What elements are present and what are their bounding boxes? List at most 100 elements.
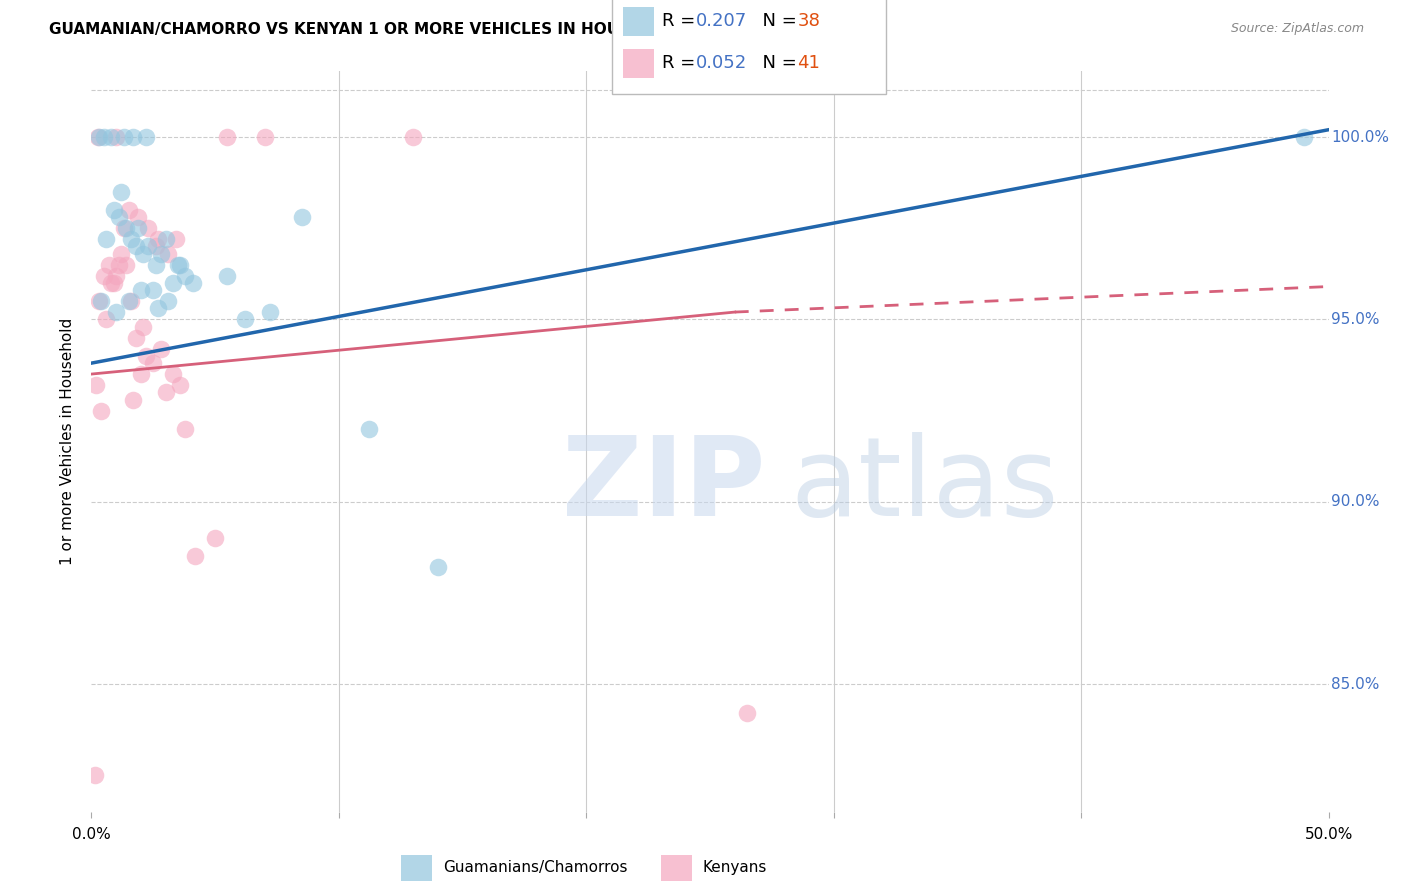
Point: [100, 130, 122, 145]
Point: [115, 221, 138, 235]
Point: [129, 283, 152, 297]
Point: [84, 768, 107, 782]
Point: [135, 349, 157, 363]
Point: [120, 294, 142, 309]
Text: 0.207: 0.207: [696, 12, 747, 30]
Point: [107, 211, 129, 225]
Text: atlas: atlas: [790, 433, 1059, 540]
Text: Guamanians/Chamorros: Guamanians/Chamorros: [443, 861, 627, 875]
Text: 0.052: 0.052: [696, 54, 747, 72]
Point: [122, 392, 145, 407]
Point: [135, 130, 157, 145]
Point: [169, 258, 191, 272]
Point: [122, 130, 145, 145]
Text: Source: ZipAtlas.com: Source: ZipAtlas.com: [1230, 22, 1364, 36]
Point: [110, 246, 132, 260]
Point: [93, 268, 115, 283]
Y-axis label: 1 or more Vehicles in Household: 1 or more Vehicles in Household: [60, 318, 76, 566]
Point: [145, 239, 167, 253]
Point: [162, 276, 184, 290]
Point: [107, 258, 129, 272]
Point: [148, 232, 170, 246]
Point: [96, 232, 118, 246]
Point: [426, 560, 449, 574]
Point: [735, 706, 758, 721]
Point: [155, 385, 177, 400]
Text: 38: 38: [797, 12, 820, 30]
Point: [136, 221, 159, 235]
Point: [117, 294, 139, 309]
Point: [169, 378, 191, 392]
Point: [204, 531, 226, 545]
Point: [155, 232, 177, 246]
Point: [142, 356, 165, 370]
Point: [127, 211, 149, 225]
Point: [125, 330, 148, 344]
Point: [93, 130, 115, 145]
Text: 41: 41: [797, 54, 820, 72]
Text: 85.0%: 85.0%: [1331, 676, 1379, 691]
Point: [145, 258, 167, 272]
Point: [125, 239, 148, 253]
Text: 0.0%: 0.0%: [72, 827, 111, 841]
Point: [402, 130, 425, 145]
Point: [259, 305, 281, 319]
Text: 100.0%: 100.0%: [1331, 129, 1389, 145]
Point: [86, 130, 108, 145]
Point: [103, 202, 125, 217]
Point: [87, 294, 110, 309]
Point: [103, 276, 125, 290]
Point: [142, 283, 165, 297]
Point: [217, 268, 239, 283]
Point: [357, 422, 380, 436]
Point: [90, 403, 112, 417]
Point: [136, 239, 159, 253]
Point: [120, 232, 142, 246]
Text: ZIP: ZIP: [561, 433, 765, 540]
Text: N =: N =: [751, 12, 803, 30]
Point: [174, 268, 197, 283]
Point: [96, 312, 118, 326]
Text: 50.0%: 50.0%: [1305, 827, 1353, 841]
Text: R =: R =: [662, 12, 702, 30]
Point: [110, 185, 132, 199]
Point: [233, 312, 256, 326]
Point: [127, 221, 149, 235]
Text: 90.0%: 90.0%: [1331, 494, 1379, 509]
Point: [129, 367, 152, 381]
Point: [100, 276, 122, 290]
Point: [162, 367, 184, 381]
Point: [97, 258, 120, 272]
Point: [157, 294, 180, 309]
Point: [105, 130, 128, 145]
Point: [132, 246, 155, 260]
Text: R =: R =: [662, 54, 702, 72]
Point: [87, 130, 110, 145]
Point: [90, 294, 112, 309]
Point: [117, 202, 139, 217]
Point: [174, 422, 197, 436]
Text: Kenyans: Kenyans: [703, 861, 768, 875]
Point: [217, 130, 239, 145]
Point: [165, 232, 187, 246]
Text: GUAMANIAN/CHAMORRO VS KENYAN 1 OR MORE VEHICLES IN HOUSEHOLD CORRELATION CHART: GUAMANIAN/CHAMORRO VS KENYAN 1 OR MORE V…: [49, 22, 876, 37]
Point: [148, 301, 170, 316]
Point: [184, 549, 207, 564]
Point: [112, 130, 135, 145]
Point: [253, 130, 276, 145]
Text: 95.0%: 95.0%: [1331, 312, 1379, 326]
Point: [115, 258, 138, 272]
Point: [112, 221, 135, 235]
Point: [157, 246, 180, 260]
Point: [149, 246, 172, 260]
Point: [1292, 130, 1315, 145]
Point: [86, 378, 108, 392]
Point: [167, 258, 190, 272]
Point: [105, 305, 128, 319]
Point: [105, 268, 128, 283]
Point: [132, 319, 155, 334]
Text: N =: N =: [751, 54, 803, 72]
Point: [291, 211, 314, 225]
Point: [181, 276, 204, 290]
Point: [149, 342, 172, 356]
